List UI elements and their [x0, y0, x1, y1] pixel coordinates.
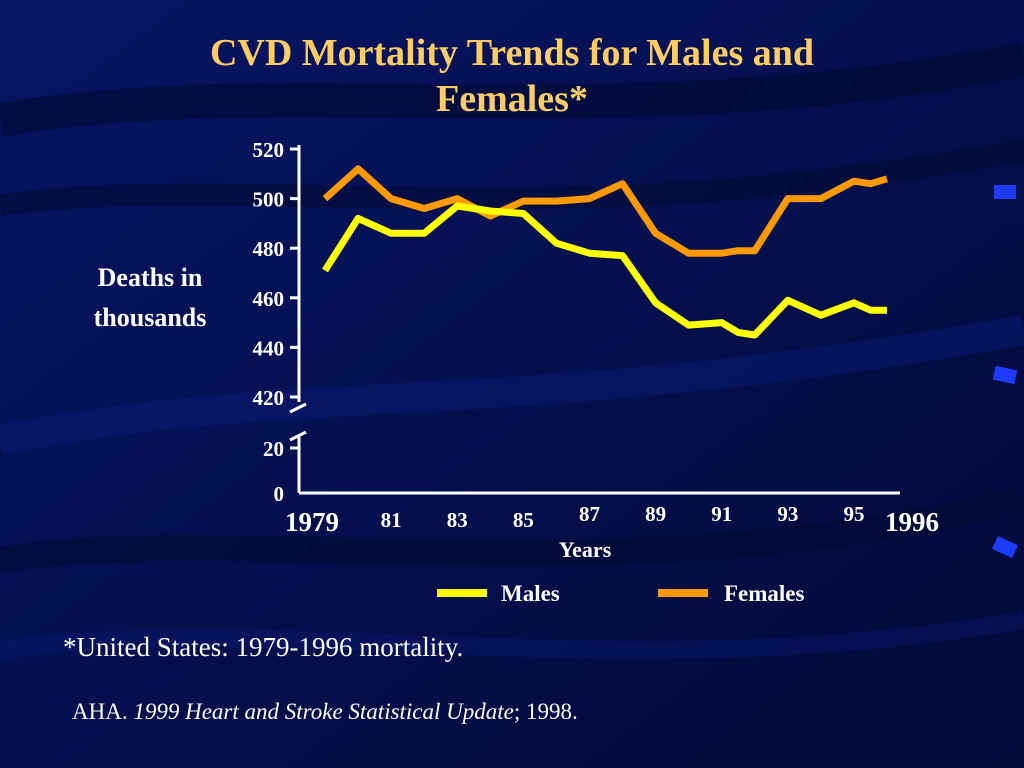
y-axis-label: Deaths in thousands: [93, 263, 207, 332]
series-lines: [322, 165, 888, 339]
series-line-females: [322, 165, 888, 257]
x-tick-label: 89: [645, 502, 666, 526]
chart-legend: Males Females: [437, 581, 805, 606]
x-tick-label: 95: [843, 502, 864, 526]
y-tick-label: 0: [274, 482, 285, 506]
citation-title: 1999 Heart and Stroke Statistical Update: [133, 699, 514, 724]
x-tick-label: 91: [711, 502, 732, 526]
y-tick-label: 500: [253, 188, 285, 212]
chart-axes: [289, 145, 900, 495]
citation: AHA. 1999 Heart and Stroke Statistical U…: [72, 699, 578, 725]
x-ticks: 1979 81 83 85 87 89 91 93 95 1996: [285, 502, 939, 537]
y-ticks: 0 20 420 440 460 480 500 520: [253, 138, 299, 506]
title-line-2: Females*: [436, 78, 588, 120]
axis-break-mark: [289, 402, 307, 414]
x-tick-label: 87: [579, 502, 600, 526]
series-line-males: [322, 202, 887, 339]
axis-break-mark: [289, 430, 307, 442]
x-tick-label: 83: [447, 508, 468, 532]
x-axis-label: Years: [559, 537, 612, 562]
legend-label-males: Males: [501, 581, 560, 606]
title-line-1: CVD Mortality Trends for Males and: [209, 32, 815, 74]
y-tick-label: 420: [253, 386, 285, 410]
x-tick-label: 93: [777, 502, 798, 526]
x-tick-label: 85: [513, 508, 534, 532]
footnote: *United States: 1979-1996 mortality.: [63, 632, 464, 662]
slide-title: CVD Mortality Trends for Males and Femal…: [0, 30, 1024, 122]
x-tick-label: 81: [381, 508, 402, 532]
y-tick-label: 440: [253, 336, 285, 360]
citation-prefix: AHA.: [72, 699, 128, 724]
y-tick-label: 460: [253, 287, 285, 311]
x-tick-label: 1996: [885, 507, 939, 537]
y-tick-label: 480: [253, 237, 285, 261]
y-tick-label: 520: [253, 138, 285, 162]
edge-accent: [994, 185, 1016, 199]
legend-label-females: Females: [724, 581, 805, 606]
y-tick-label: 20: [263, 437, 284, 461]
citation-suffix: ; 1998.: [513, 699, 578, 724]
edge-accent: [992, 365, 1018, 385]
edge-accent: [992, 536, 1018, 558]
x-tick-label: 1979: [285, 507, 339, 537]
